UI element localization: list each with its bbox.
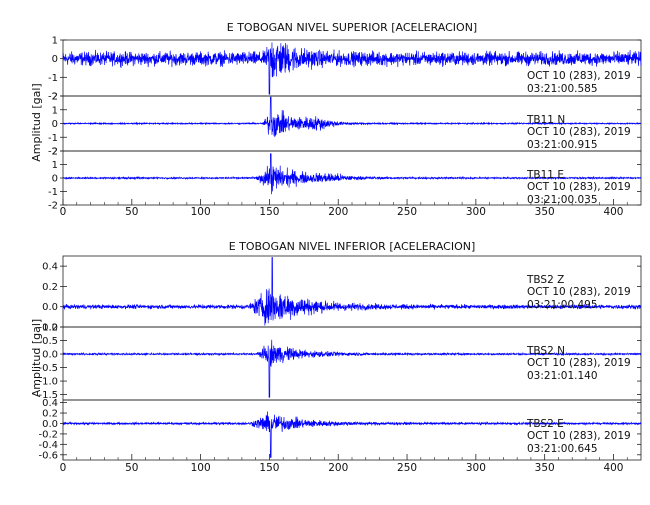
x-tick-label: 350 xyxy=(535,206,555,218)
y-tick-label: 0 xyxy=(52,174,58,185)
x-tick-label: 150 xyxy=(259,462,279,474)
y-tick-label: 0.2 xyxy=(42,409,58,420)
y-tick-label: -0.2 xyxy=(38,429,58,440)
y-tick-label: -0.4 xyxy=(38,440,58,451)
x-tick-label: 100 xyxy=(191,206,211,218)
x-tick-label: 350 xyxy=(535,462,555,474)
station-label: TBS2 E xyxy=(526,418,564,430)
x-tick-label: 100 xyxy=(191,462,211,474)
x-tick-label: 400 xyxy=(603,462,623,474)
x-tick-label: 200 xyxy=(328,206,348,218)
x-tick-label: 150 xyxy=(259,206,279,218)
y-tick-label: -1 xyxy=(48,73,58,84)
y-tick-label: 1 xyxy=(52,105,58,116)
time-label: 03:21:00.915 xyxy=(527,139,598,151)
time-label: 03:21:00.645 xyxy=(527,443,598,455)
x-tick-label: 0 xyxy=(60,462,67,474)
x-tick-label: 50 xyxy=(125,206,138,218)
x-tick-label: 250 xyxy=(397,206,417,218)
y-tick-label: -2 xyxy=(48,201,58,212)
y-tick-label: 1.0 xyxy=(42,323,58,334)
x-tick-label: 0 xyxy=(60,206,67,218)
y-tick-label: 0.0 xyxy=(42,302,58,313)
waveform-trace xyxy=(62,42,642,95)
time-label: 03:21:01.140 xyxy=(527,370,598,382)
y-tick-label: 0.0 xyxy=(42,419,58,430)
time-label: 03:21:00.585 xyxy=(527,83,598,95)
y-tick-label: 2 xyxy=(52,147,58,158)
y-axis-label: Amplitud [gal] xyxy=(30,83,43,161)
y-tick-label: 2 xyxy=(52,92,58,103)
waveform-trace xyxy=(62,96,642,138)
y-tick-label: -1 xyxy=(48,133,58,144)
y-tick-label: -1.5 xyxy=(38,390,58,401)
y-tick-label: 1 xyxy=(52,160,58,171)
time-label: 03:21:00.035 xyxy=(527,194,598,206)
y-tick-label: -0.2 xyxy=(38,323,58,334)
x-tick-label: 50 xyxy=(125,462,138,474)
station-label: TB11 E xyxy=(526,169,564,181)
y-tick-label: -2 xyxy=(48,147,58,158)
y-tick-label: -0.5 xyxy=(38,363,58,374)
x-tick-label: 300 xyxy=(466,206,486,218)
x-tick-label: 300 xyxy=(466,462,486,474)
x-tick-label: 400 xyxy=(603,206,623,218)
waveform-trace xyxy=(62,153,642,195)
y-tick-label: 0.4 xyxy=(42,398,58,409)
chart-title: E TOBOGAN NIVEL SUPERIOR [ACELERACION] xyxy=(227,21,477,34)
x-tick-label: 250 xyxy=(397,462,417,474)
y-tick-label: -1.0 xyxy=(38,377,58,388)
date-label: OCT 10 (283), 2019 xyxy=(527,430,631,442)
date-label: OCT 10 (283), 2019 xyxy=(527,181,631,193)
y-tick-label: 1 xyxy=(52,36,58,47)
date-label: OCT 10 (283), 2019 xyxy=(527,70,631,82)
y-tick-label: -0.6 xyxy=(38,450,58,461)
y-tick-label: 0.2 xyxy=(42,282,58,293)
waveform-trace xyxy=(62,257,642,326)
date-label: OCT 10 (283), 2019 xyxy=(527,286,631,298)
time-label: 03:21:00.495 xyxy=(527,299,598,311)
chart-title: E TOBOGAN NIVEL INFERIOR [ACELERACION] xyxy=(229,240,476,253)
waveform-trace xyxy=(62,339,642,398)
y-tick-label: -1 xyxy=(48,187,58,198)
y-tick-label: 0.5 xyxy=(42,336,58,347)
station-label: TBS2 Z xyxy=(526,274,564,286)
y-tick-label: -2 xyxy=(48,92,58,103)
y-axis-label: Amplitud [gal] xyxy=(30,319,43,397)
y-tick-label: 0.4 xyxy=(42,262,58,273)
waveform-trace xyxy=(62,411,642,458)
date-label: OCT 10 (283), 2019 xyxy=(527,357,631,369)
y-tick-label: 0.0 xyxy=(42,350,58,361)
date-label: OCT 10 (283), 2019 xyxy=(527,126,631,138)
y-tick-label: 0 xyxy=(52,54,58,65)
station-label: TB11 N xyxy=(526,114,565,126)
y-tick-label: 0 xyxy=(52,119,58,130)
x-tick-label: 200 xyxy=(328,462,348,474)
station-label: TBS2 N xyxy=(526,345,565,357)
